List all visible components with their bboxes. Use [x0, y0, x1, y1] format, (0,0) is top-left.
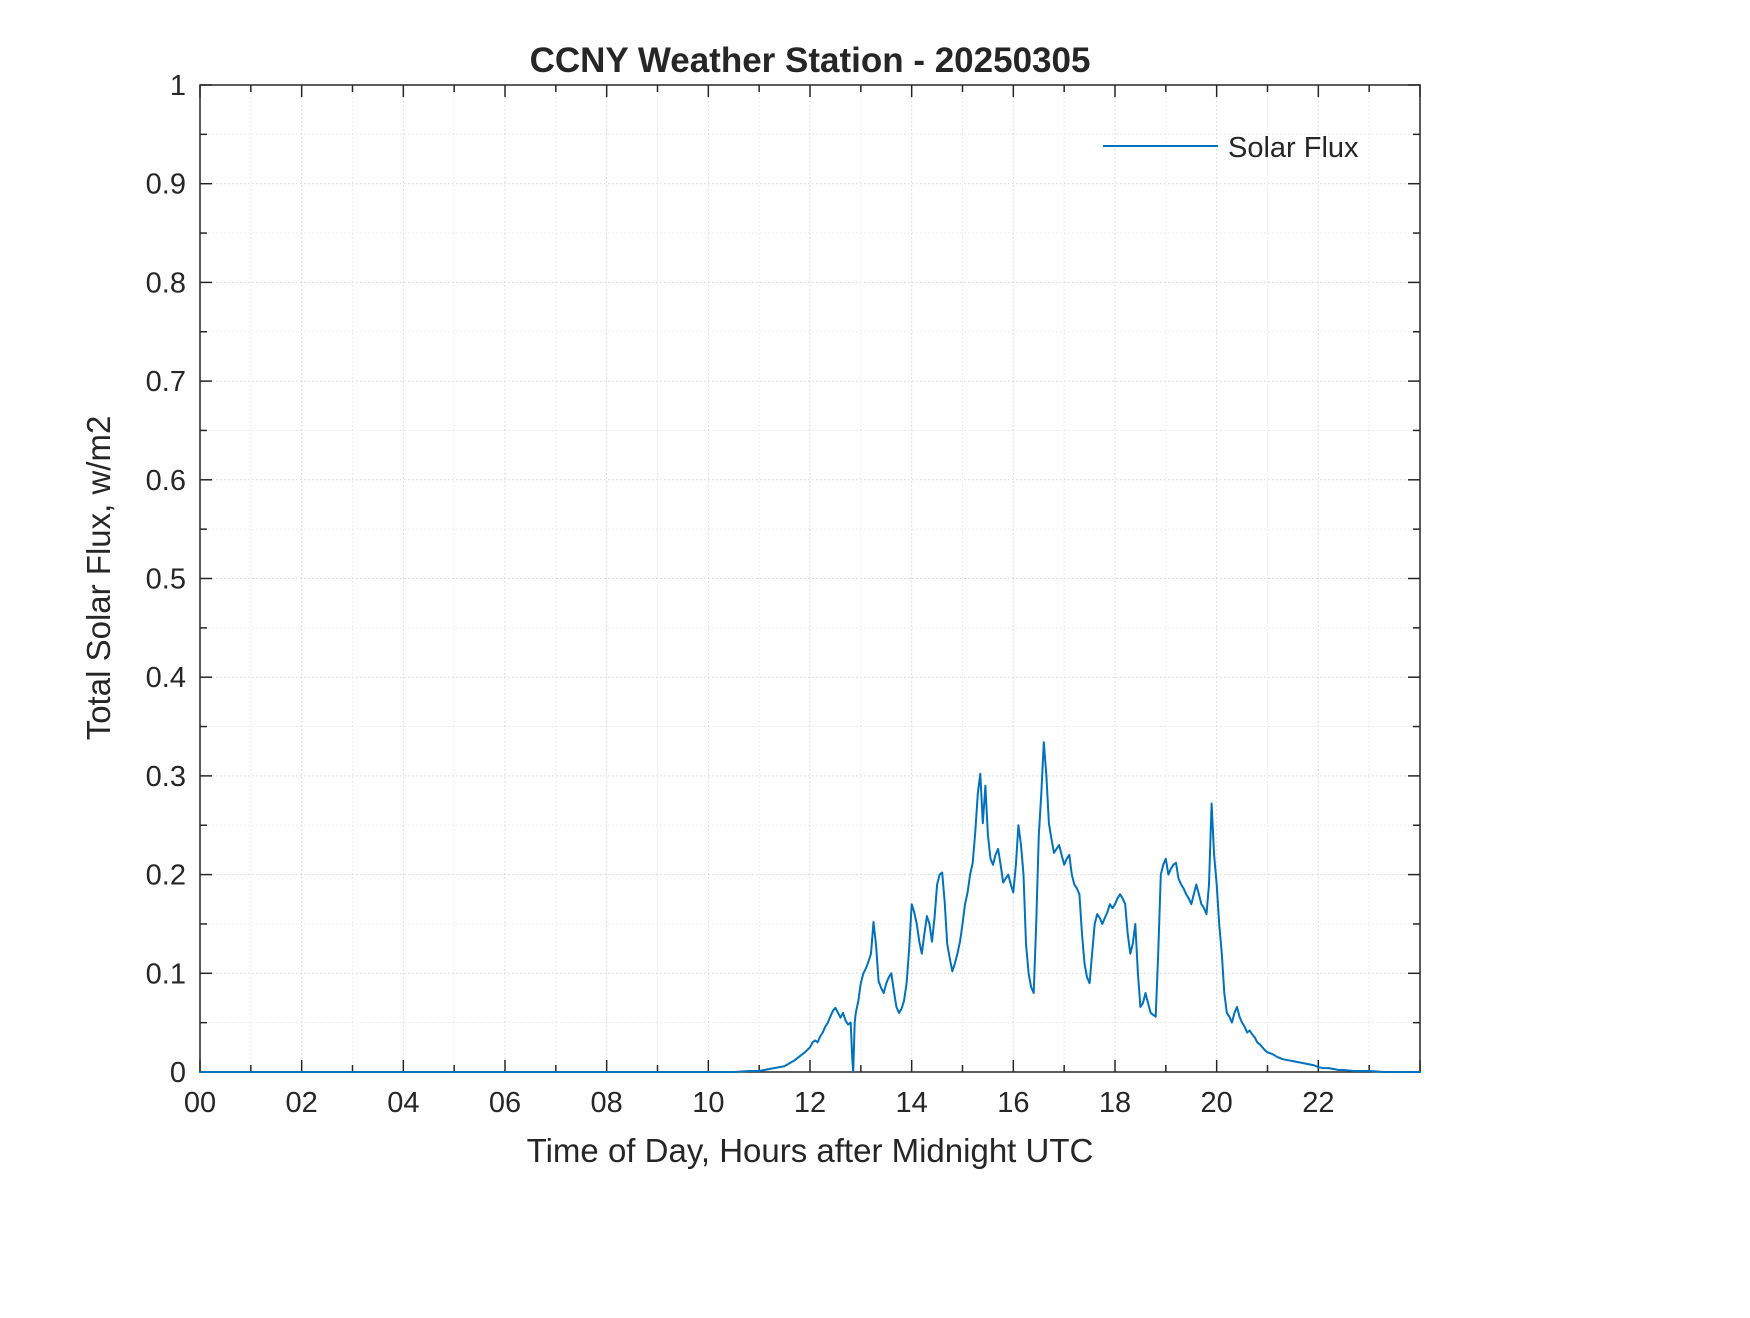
x-axis-label: Time of Day, Hours after Midnight UTC	[527, 1132, 1094, 1169]
x-tick-label: 22	[1302, 1087, 1334, 1119]
tick-labels: 00 02 04 06 08 10 12 14 16 18 20 22 0 0.1 0.2 0.3 0.4 0.5…	[146, 70, 1335, 1119]
x-tick-label: 04	[387, 1087, 419, 1119]
x-tick-label: 12	[794, 1087, 826, 1119]
y-tick-label: 0.4	[146, 662, 186, 694]
legend: Solar Flux	[1103, 132, 1359, 164]
y-tick-label: 1	[170, 70, 186, 102]
data-series-layer	[199, 741, 1421, 1073]
grid	[200, 85, 1420, 1072]
y-tick-label: 0.8	[146, 267, 186, 299]
chart-title: CCNY Weather Station - 20250305	[530, 41, 1091, 80]
x-tick-label: 08	[591, 1087, 623, 1119]
y-tick-label: 0.7	[146, 366, 186, 398]
x-tick-label: 06	[489, 1087, 521, 1119]
x-tick-label: 20	[1201, 1087, 1233, 1119]
y-axis-label: Total Solar Flux, w/m2	[80, 416, 117, 741]
y-tick-label: 0.1	[146, 958, 186, 990]
x-tick-label: 10	[692, 1087, 724, 1119]
solar-flux-line	[199, 741, 1421, 1073]
x-tick-label: 18	[1099, 1087, 1131, 1119]
x-tick-label: 16	[997, 1087, 1029, 1119]
y-tick-label: 0	[170, 1057, 186, 1089]
y-tick-label: 0.5	[146, 564, 186, 596]
legend-label: Solar Flux	[1228, 132, 1359, 164]
x-tick-label: 00	[184, 1087, 216, 1119]
y-tick-label: 0.9	[146, 169, 186, 201]
y-tick-label: 0.3	[146, 761, 186, 793]
x-tick-label: 02	[286, 1087, 318, 1119]
y-tick-label: 0.2	[146, 860, 186, 892]
y-tick-label: 0.6	[146, 465, 186, 497]
x-tick-label: 14	[896, 1087, 928, 1119]
